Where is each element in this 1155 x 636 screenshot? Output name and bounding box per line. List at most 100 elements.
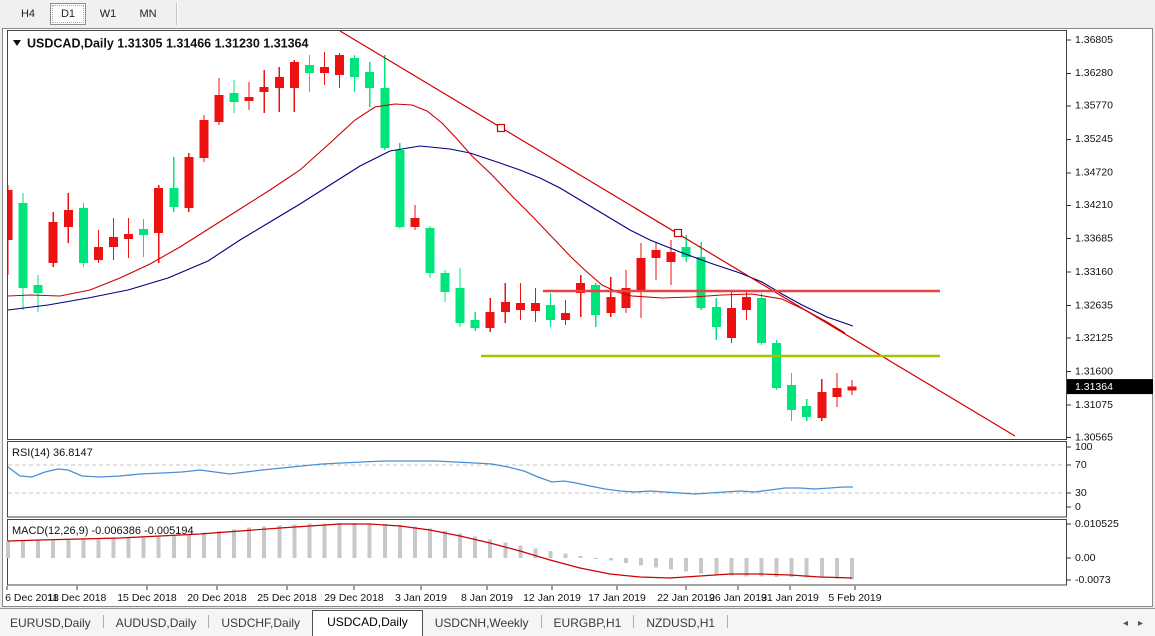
tab-scroll-right-icon[interactable]: ▸ [1137,618,1143,629]
macd-histogram-bar [66,540,71,558]
macd-histogram-bar [849,558,854,580]
date-label: 20 Dec 2018 [187,592,247,604]
tab-separator [208,615,210,628]
ma-fast-line [8,103,846,334]
candle [561,313,571,321]
price-axis-label: 1.31600 [1075,365,1113,377]
candle [455,287,465,324]
date-label: 6 Dec 2018 [5,592,59,604]
rsi-line [7,460,853,495]
macd-histogram-bar [412,526,417,558]
tab-usdcad-daily[interactable]: USDCAD,Daily [312,610,423,636]
macd-label: MACD(12,26,9) -0.006386 -0.005194 [12,525,194,537]
macd-histogram-bar [789,558,794,577]
candle [304,64,314,73]
candle [8,190,13,241]
trendline-handle[interactable] [496,123,506,133]
candle [772,343,782,389]
timeframe-button-w1[interactable]: W1 [99,8,117,20]
date-label: 17 Jan 2019 [588,592,646,604]
rsi-axis-label: 100 [1075,441,1093,453]
price-axis-label: 1.35770 [1075,100,1113,112]
macd-histogram-bar [578,556,583,558]
tab-usdchf-daily[interactable]: USDCHF,Daily [221,616,301,630]
candle [515,303,525,311]
candle [651,250,661,258]
candle [440,273,450,292]
macd-histogram-bar [382,524,387,558]
tab-nzdusd-h1[interactable]: NZDUSD,H1 [646,616,716,630]
price-axis-label: 1.34720 [1075,167,1113,179]
macd-histogram-bar [186,534,191,558]
candle [757,298,766,344]
candle [33,284,43,294]
tab-audusd-daily[interactable]: AUDUSD,Daily [115,616,197,630]
candle [681,247,691,258]
macd-histogram-bar [593,558,598,559]
candle [380,87,390,148]
main-panel[interactable] [4,31,1016,437]
macd-histogram-bar [141,537,146,558]
macd-histogram-bar [322,523,327,558]
timeframe-button-mn[interactable]: MN [139,8,157,20]
tab-eurusd-daily[interactable]: EURUSD,Daily [10,616,91,630]
tab-scroll-left-icon[interactable]: ◂ [1122,618,1128,629]
tab-eurgbp-h1[interactable]: EURGBP,H1 [553,616,622,630]
macd-histogram-bar [81,539,86,558]
candle [184,157,194,208]
macd-histogram-bar [518,545,523,558]
macd-histogram-bar [563,553,568,558]
price-axis-label: 1.34210 [1075,199,1113,211]
chart-tabs-bar: EURUSD,Daily AUDUSD,Daily USDCHF,Daily USDC… [0,608,1155,636]
tab-usdcnh-weekly[interactable]: USDCNH,Weekly [434,616,529,630]
macd-histogram-bar [156,536,161,558]
date-label: 15 Dec 2018 [117,592,177,604]
candle [319,66,329,73]
timeframe-toolbar: H4 D1 W1 MN [0,0,1155,28]
candle [696,257,706,309]
macd-histogram-bar [458,533,463,558]
macd-histogram-bar [744,558,749,577]
date-label: 26 Jan 2019 [709,592,767,604]
macd-axis-label: -0.0073 [1075,574,1111,586]
macd-signal-line [7,523,853,579]
date-label: 8 Jan 2019 [461,592,513,604]
macd-histogram-bar [427,528,432,558]
candle [546,305,556,321]
candle [847,386,857,391]
timeframe-button-d1[interactable]: D1 [50,3,86,25]
candle [530,303,540,312]
candle [229,92,239,102]
candle [199,119,209,158]
candle [470,320,480,329]
rsi-axis-label: 0 [1075,501,1081,513]
macd-histogram-bar [623,558,628,563]
candle [606,297,616,314]
macd-histogram-bar [473,536,478,558]
macd-histogram-bar [638,558,643,566]
candle [259,86,269,92]
candle [787,385,797,411]
symbol-dropdown-icon[interactable] [13,40,21,46]
macd-histogram-bar [96,539,101,558]
date-label: 29 Dec 2018 [324,592,384,604]
macd-axis-label: 0.010525 [1075,518,1119,530]
timeframe-button-h4[interactable]: H4 [20,8,36,20]
candle [18,202,28,288]
candle [214,94,224,122]
macd-histogram-bar [669,558,674,570]
main-panel-border [7,30,1067,440]
macd-histogram-bar [488,539,493,558]
price-axis-label: 1.31075 [1075,399,1113,411]
macd-histogram-bar [654,558,659,568]
date-label: 3 Jan 2019 [395,592,447,604]
date-label: 25 Dec 2018 [257,592,317,604]
macd-histogram-bar [774,558,779,577]
macd-histogram-bar [548,551,553,558]
macd-histogram-bar [232,529,237,558]
macd-histogram-bar [337,523,342,558]
trendline-handle[interactable] [673,228,683,238]
macd-histogram-bar [307,523,312,558]
price-axis-label: 1.36280 [1075,67,1113,79]
